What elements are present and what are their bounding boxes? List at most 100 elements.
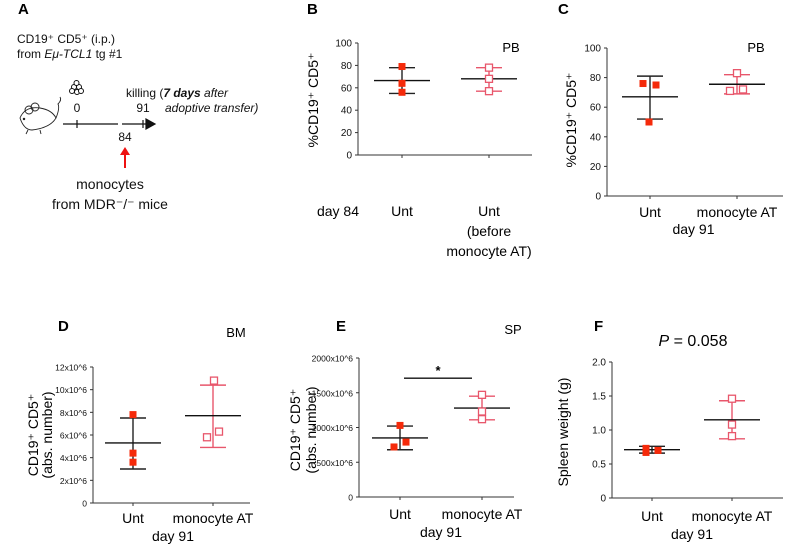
x-axis-label: day 84 <box>317 203 359 219</box>
y-tick-label: 20 <box>590 162 602 173</box>
y-tick-label: 0 <box>82 499 87 509</box>
data-point <box>202 433 212 442</box>
data-point <box>477 407 487 416</box>
panel-label-d: D <box>58 318 69 335</box>
y-tick-label: 2x10^6 <box>60 476 87 486</box>
y-axis-label: %CD19⁺ CD5⁺ <box>563 73 579 168</box>
y-tick-label: 6x10^6 <box>60 431 87 441</box>
chart-title: P = 0.058 <box>659 333 728 350</box>
panel-f-chart: F P = 0.058 0 0.5 1.0 1.5 2.0 Spleen weight (g)… <box>555 318 783 542</box>
data-point <box>725 86 735 96</box>
monocytes-source-label: from MDR⁻/⁻ mice <box>52 196 168 212</box>
panel-b-chart: B PB 0 20 40 60 80 100 %CD19⁺ CD5⁺ Unt Unt (before m… <box>305 1 532 259</box>
chart-title: PB <box>502 40 519 55</box>
chart-title: PB <box>747 40 764 55</box>
y-tick-label: 60 <box>341 83 353 94</box>
source-description: from Eμ-TCL1 tg #1 <box>17 47 123 61</box>
data-point <box>639 80 647 88</box>
x-category-label: monocyte AT) <box>446 243 531 259</box>
panel-e-chart: E SP 0 500x10^6 1000x10^6 1500x10^6 2000x10^6 C… <box>287 318 523 540</box>
timeline <box>63 117 157 131</box>
data-point <box>129 458 137 466</box>
panel-label-e: E <box>336 318 346 335</box>
panel-label-a: A <box>18 1 29 18</box>
injection-description: CD19⁺ CD5⁺ (i.p.) <box>17 32 115 46</box>
y-axis-label: %CD19⁺ CD5⁺ <box>305 53 321 148</box>
data-point <box>727 431 737 441</box>
data-point <box>727 420 737 429</box>
y-tick-label: 1.5 <box>592 392 606 403</box>
data-point <box>727 394 737 403</box>
y-tick-label: 80 <box>590 73 602 84</box>
data-point <box>642 444 650 452</box>
x-category-label: monocyte AT <box>442 506 523 522</box>
red-arrow-icon <box>120 147 130 168</box>
chart-title-text: = 0.058 <box>669 333 727 350</box>
data-point <box>738 85 748 94</box>
y-tick-label: 60 <box>590 103 602 114</box>
data-point <box>209 376 219 385</box>
y-tick-label: 100 <box>584 44 601 55</box>
y-tick-label: 0 <box>595 192 601 203</box>
data-point <box>484 87 494 96</box>
mouse-icon <box>19 96 62 135</box>
panel-c-chart: C PB 0 20 40 60 80 100 %CD19⁺ CD5⁺ Unt monocyte AT… <box>558 1 783 237</box>
chart-title: SP <box>504 322 521 337</box>
y-tick-label: 8x10^6 <box>60 408 87 418</box>
killing-label: killing (7 days after <box>126 86 229 100</box>
monocytes-label: monocytes <box>76 176 144 192</box>
y-tick-label: 1500x10^6 <box>312 388 354 398</box>
data-point <box>390 443 398 451</box>
data-point <box>129 449 137 457</box>
data-point <box>398 88 406 96</box>
x-category-label: Unt <box>641 508 663 524</box>
data-point <box>654 446 662 454</box>
x-category-label: Unt <box>391 203 413 219</box>
significance-marker: * <box>435 363 441 378</box>
panel-a-schematic: A CD19⁺ CD5⁺ (i.p.) from Eμ-TCL1 tg #1 0… <box>17 1 258 212</box>
x-category-label: Unt <box>389 506 411 522</box>
x-category-label: Unt <box>639 204 661 220</box>
data-point <box>129 411 137 419</box>
p-value-symbol: P <box>659 333 670 350</box>
y-axis-label: (abs. number) <box>303 386 319 473</box>
panel-d-chart: D BM 0 2x10^6 4x10^6 6x10^6 8x10^6 10x10^6 12x10… <box>25 318 254 544</box>
charts: B PB 0 20 40 60 80 100 %CD19⁺ CD5⁺ Unt Unt (before m… <box>25 1 783 544</box>
x-category-label: Unt <box>478 203 500 219</box>
day-0-label: 0 <box>74 101 81 115</box>
data-point <box>642 448 650 456</box>
y-tick-label: 500x10^6 <box>316 458 353 468</box>
tumor-cells-icon <box>69 80 84 95</box>
y-tick-label: 100 <box>335 39 352 50</box>
x-axis-label: day 91 <box>671 526 713 542</box>
panel-label-c: C <box>558 1 569 18</box>
y-tick-label: 2.0 <box>592 358 606 369</box>
y-tick-label: 40 <box>590 132 602 143</box>
x-axis-label: day 91 <box>420 524 462 540</box>
y-tick-label: 0 <box>600 494 606 505</box>
data-point <box>652 81 660 89</box>
y-tick-label: 1000x10^6 <box>312 423 354 433</box>
x-category-label: Unt <box>122 510 144 526</box>
x-category-label: monocyte AT <box>173 510 254 526</box>
chart-title-text: BM <box>226 325 246 340</box>
x-category-label: monocyte AT <box>697 204 778 220</box>
panel-label-f: F <box>594 318 603 335</box>
chart-title-text: SP <box>504 322 521 337</box>
data-point <box>402 438 410 446</box>
data-point <box>484 63 494 72</box>
x-category-label: monocyte AT <box>692 508 773 524</box>
x-axis-label: day 91 <box>152 528 194 544</box>
y-axis-label: Spleen weight (g) <box>555 378 571 487</box>
adoptive-transfer-label: adoptive transfer) <box>165 101 258 115</box>
data-point <box>484 74 494 83</box>
data-point <box>477 415 487 424</box>
y-tick-label: 2000x10^6 <box>312 354 354 364</box>
x-axis-label: day 91 <box>672 221 714 237</box>
chart-title: BM <box>226 325 246 340</box>
data-point <box>398 79 406 87</box>
day-91-label: 91 <box>136 101 150 115</box>
data-point <box>645 118 653 126</box>
y-tick-label: 10x10^6 <box>55 385 87 395</box>
